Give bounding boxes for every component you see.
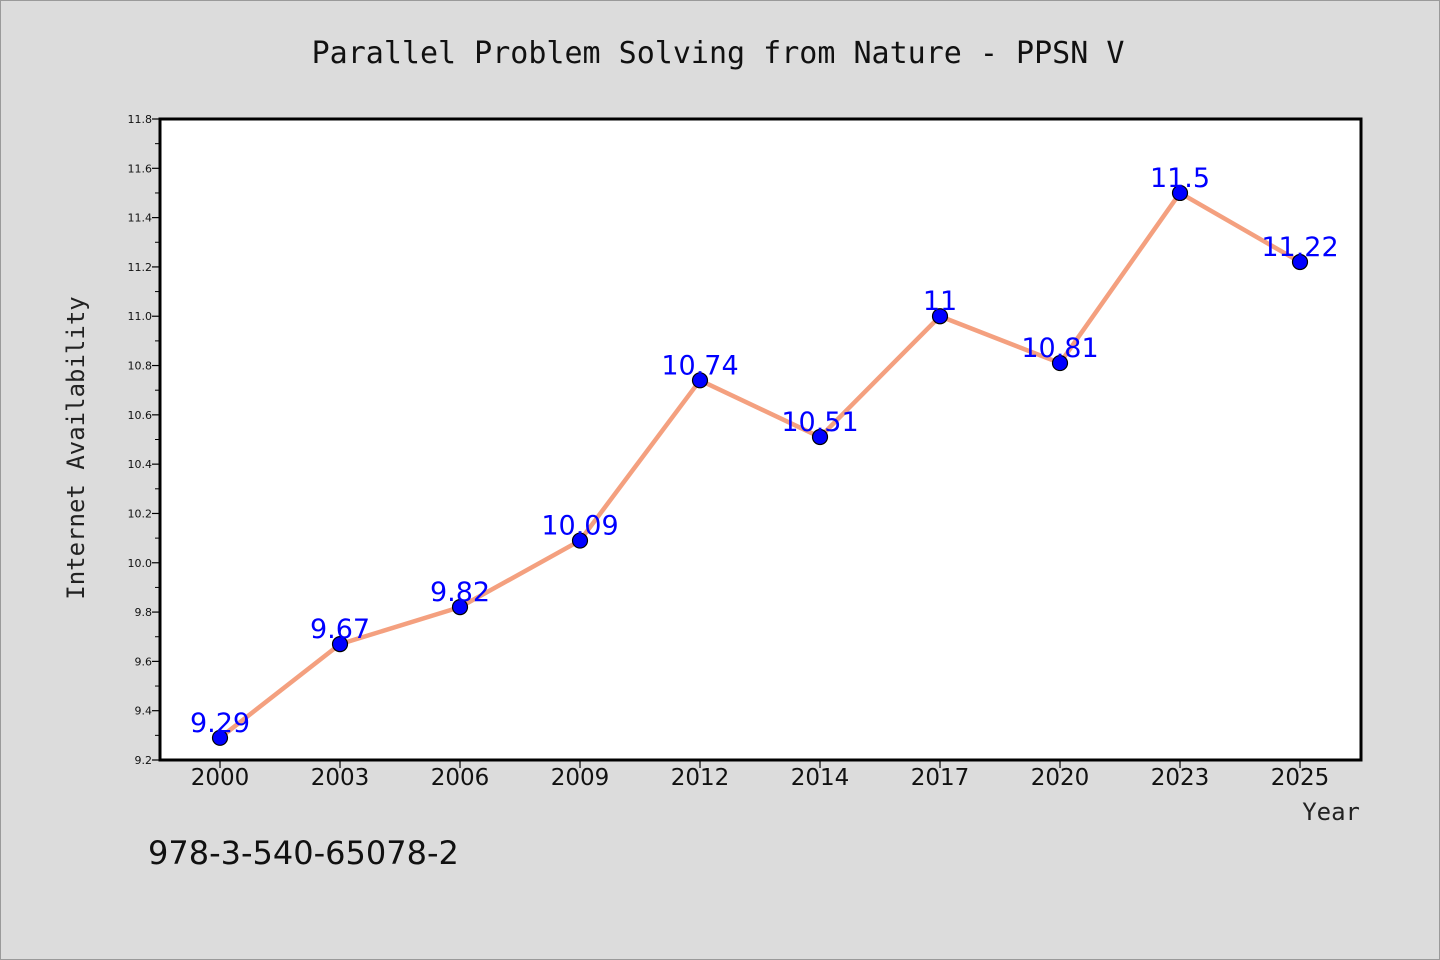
y-tick-label: 11.6 [128,162,153,175]
x-tick-label: 2020 [1031,765,1090,791]
chart-title: Parallel Problem Solving from Nature - P… [312,36,1125,71]
plot-area [158,117,1363,762]
x-axis: 2000 2003 2006 2009 2012 2014 2017 2020 2023 2025 [191,760,1330,791]
x-tick-label: 2000 [191,765,250,791]
data-label: 10.09 [541,511,618,542]
y-tick-label: 10.2 [128,507,153,520]
data-point [211,729,229,746]
data-label: 10.81 [1021,333,1098,364]
data-label-layer: 9.29 9.67 9.82 10.09 10.74 10.51 11 10.81 11.5 11… [190,163,1339,739]
data-label: 11.5 [1150,163,1210,194]
series-layer [211,184,1309,746]
y-axis: 9.2 9.4 9.6 9.8 10.0 10.2 10.4 10.6 10.8 11.0 11.2… [128,113,160,767]
data-label: 9.82 [430,577,490,608]
isbn-text: 978-3-540-65078-2 [148,834,459,872]
data-point [1171,184,1189,202]
data-point [1051,354,1069,372]
y-tick-label: 10.6 [128,409,153,422]
data-label: 10.74 [661,350,738,381]
x-tick-label: 2009 [551,765,610,791]
data-label: 9.67 [310,614,370,645]
data-point [331,636,349,653]
y-tick-label: 11.8 [128,113,153,126]
data-point [1291,253,1309,271]
data-label: 10.51 [781,407,858,438]
y-axis-label: Internet Availability [62,296,90,599]
data-point [451,599,469,616]
x-axis-label: Year [1302,798,1360,826]
y-tick-label: 9.8 [135,606,153,619]
x-tick-label: 2003 [311,765,370,791]
data-label: 11.22 [1261,232,1338,263]
y-tick-label: 11.2 [128,261,153,274]
y-tick-label: 9.2 [135,754,153,767]
x-tick-label: 2025 [1271,765,1330,791]
x-tick-label: 2014 [791,765,850,791]
y-tick-label: 11.4 [128,212,153,225]
y-tick-label: 11.0 [128,310,153,323]
data-point [811,428,829,446]
y-tick-label: 10.0 [128,557,153,570]
data-point [691,372,709,389]
y-tick-label: 10.8 [128,360,153,373]
data-point [931,308,949,325]
data-label: 9.29 [190,708,250,739]
series-line [218,190,1302,740]
y-tick-label: 10.4 [128,458,153,471]
x-tick-label: 2017 [911,765,970,791]
x-tick-label: 2012 [671,765,730,791]
y-tick-label: 9.6 [135,655,153,668]
y-tick-label: 9.4 [135,705,153,718]
data-point [571,532,589,549]
data-label: 11 [923,286,957,317]
x-tick-label: 2023 [1151,765,1210,791]
x-tick-label: 2006 [431,765,490,791]
